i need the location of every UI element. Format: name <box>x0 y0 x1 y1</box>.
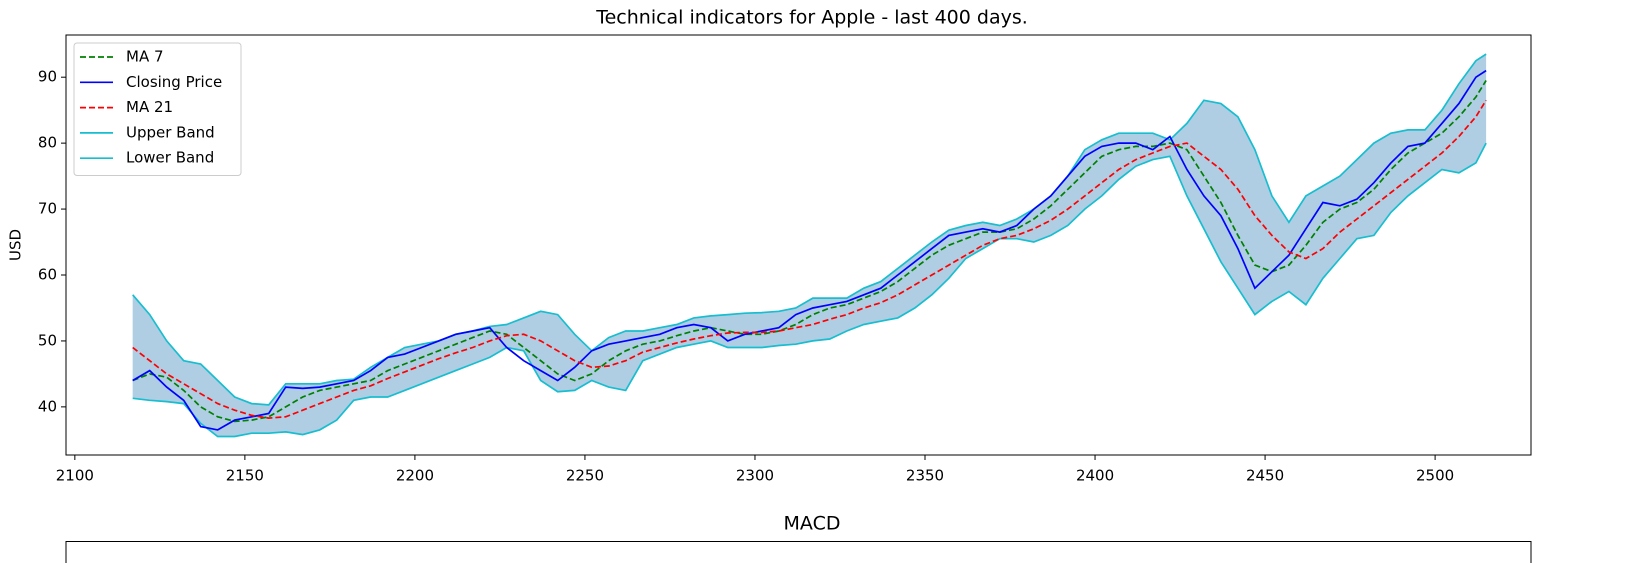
chart-title: MACD <box>784 513 841 535</box>
series-line <box>132 142 1487 438</box>
chart-title: Technical indicators for Apple - last 40… <box>595 7 1028 29</box>
x-tick-label: 2100 <box>56 467 94 485</box>
y-tick-label: 50 <box>38 331 57 349</box>
x-tick-label: 2200 <box>396 467 434 485</box>
y-tick-label: 70 <box>38 200 57 218</box>
y-tick-label: 60 <box>38 266 57 284</box>
legend-label: MA 7 <box>126 48 164 66</box>
axes-frame <box>65 541 1532 563</box>
x-tick-label: 2250 <box>566 467 604 485</box>
y-axis-label: USD <box>7 229 25 261</box>
legend-label: Closing Price <box>126 73 222 91</box>
series-line <box>132 80 1487 423</box>
series-line <box>132 53 1487 406</box>
series-line <box>132 99 1487 419</box>
y-tick-label: 90 <box>38 68 57 86</box>
x-tick-label: 2300 <box>736 467 774 485</box>
legend-label: Lower Band <box>126 149 214 167</box>
legend-label: MA 21 <box>126 98 173 116</box>
series-line <box>132 69 1487 431</box>
x-tick-label: 2350 <box>906 467 944 485</box>
x-tick-label: 2450 <box>1246 467 1284 485</box>
legend-box <box>73 42 242 176</box>
x-tick-label: 2150 <box>226 467 264 485</box>
y-tick-label: 80 <box>38 134 57 152</box>
band-fill <box>132 54 1487 437</box>
x-tick-label: 2400 <box>1076 467 1114 485</box>
y-tick-label: 40 <box>38 397 57 415</box>
x-tick-label: 2500 <box>1416 467 1454 485</box>
axes-frame <box>65 34 1532 456</box>
legend-label: Upper Band <box>126 123 215 141</box>
